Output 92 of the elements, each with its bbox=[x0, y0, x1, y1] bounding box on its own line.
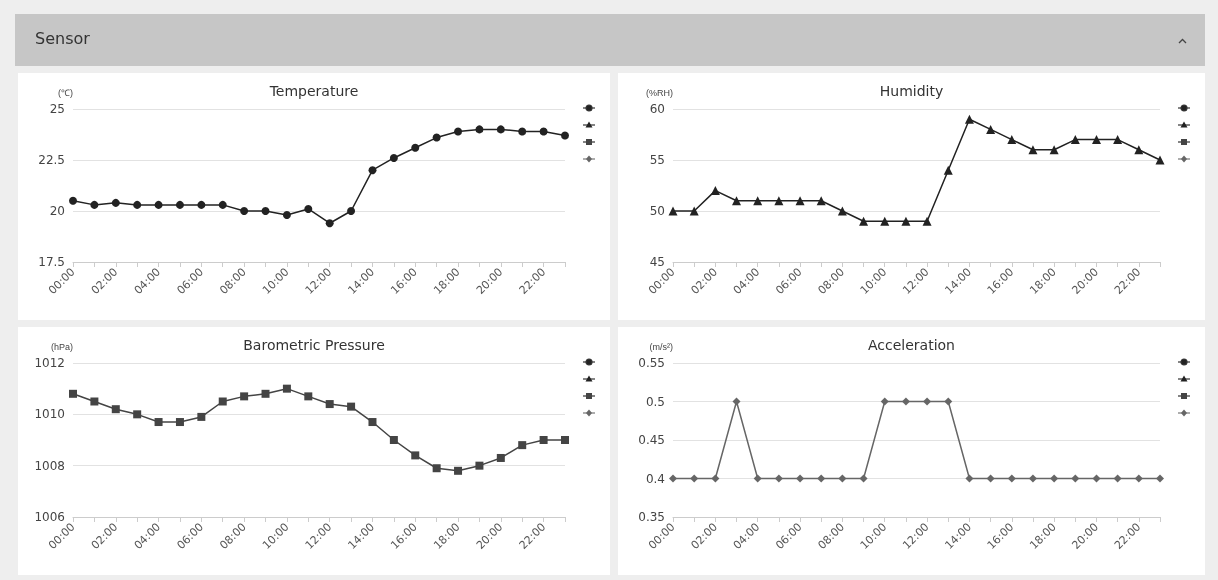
point bbox=[197, 412, 206, 421]
point bbox=[69, 389, 77, 398]
point bbox=[368, 418, 377, 427]
y-tick-label: 0.35 bbox=[638, 510, 665, 524]
point bbox=[240, 392, 249, 401]
y-axis-title: (℃) bbox=[58, 87, 73, 98]
chart-title: Barometric Pressure bbox=[243, 337, 385, 353]
point bbox=[539, 127, 548, 136]
y-tick-label: 55 bbox=[649, 153, 665, 167]
point bbox=[518, 441, 527, 450]
point bbox=[133, 410, 142, 419]
y-tick-label: 0.4 bbox=[645, 471, 665, 486]
point bbox=[1155, 155, 1165, 165]
point bbox=[69, 196, 77, 205]
y-tick-label: 1012 bbox=[34, 356, 65, 370]
point bbox=[411, 143, 420, 152]
point bbox=[347, 402, 356, 411]
point bbox=[218, 397, 227, 406]
text: Sensor bbox=[35, 29, 90, 48]
point bbox=[175, 418, 184, 427]
point bbox=[432, 464, 441, 473]
point bbox=[154, 418, 163, 427]
point bbox=[518, 127, 527, 136]
point bbox=[496, 453, 505, 462]
point bbox=[304, 204, 313, 213]
point bbox=[111, 405, 120, 414]
y-axis-title: (m/s²) bbox=[649, 341, 673, 352]
point bbox=[111, 198, 120, 207]
point bbox=[837, 206, 847, 216]
point bbox=[1028, 145, 1038, 155]
point bbox=[922, 216, 932, 226]
y-tick-label: 0.5 bbox=[645, 394, 665, 409]
point bbox=[389, 153, 398, 162]
point bbox=[561, 131, 569, 140]
point bbox=[389, 436, 398, 444]
point bbox=[282, 211, 291, 220]
y-axis-title: (hPa) bbox=[50, 341, 73, 352]
point bbox=[710, 186, 720, 196]
point bbox=[261, 207, 270, 215]
point bbox=[282, 384, 291, 393]
y-axis-title: (%RH) bbox=[646, 87, 673, 98]
point bbox=[154, 200, 163, 209]
point bbox=[943, 165, 953, 175]
point bbox=[1113, 135, 1123, 145]
point bbox=[901, 216, 911, 226]
y-tick-label: 1006 bbox=[34, 510, 65, 524]
y-tick-label: 45 bbox=[649, 255, 665, 269]
y-tick-label: 1010 bbox=[34, 407, 65, 422]
point bbox=[197, 200, 206, 209]
y-tick-label: 0.55 bbox=[638, 356, 665, 370]
chart-title: Temperature bbox=[268, 83, 359, 99]
y-tick-label: 22.5 bbox=[38, 153, 65, 167]
point bbox=[475, 461, 484, 470]
point bbox=[325, 219, 334, 228]
point bbox=[368, 166, 377, 175]
y-tick-label: 20 bbox=[49, 204, 65, 218]
y-tick-label: 50 bbox=[649, 204, 665, 218]
point bbox=[859, 216, 869, 226]
point bbox=[496, 125, 505, 134]
point bbox=[175, 200, 184, 209]
point bbox=[668, 206, 678, 216]
y-tick-label: 17.5 bbox=[38, 255, 65, 269]
point bbox=[1091, 135, 1101, 145]
point bbox=[325, 400, 334, 409]
point bbox=[90, 397, 99, 406]
point bbox=[689, 206, 699, 216]
point bbox=[432, 133, 441, 142]
point bbox=[240, 207, 249, 215]
chart-title: Acceleration bbox=[868, 337, 955, 353]
point bbox=[964, 114, 974, 124]
point bbox=[347, 207, 356, 215]
point bbox=[411, 451, 420, 460]
y-tick-label: 60 bbox=[649, 102, 665, 116]
point bbox=[133, 200, 142, 209]
point bbox=[986, 124, 996, 134]
y-tick-label: 0.45 bbox=[638, 433, 665, 447]
point bbox=[880, 216, 890, 226]
point bbox=[561, 436, 569, 444]
point bbox=[539, 436, 548, 444]
point bbox=[732, 196, 742, 206]
chart-title: Humidity bbox=[879, 83, 944, 99]
point bbox=[90, 200, 99, 209]
point bbox=[454, 466, 463, 475]
point bbox=[304, 392, 313, 401]
point bbox=[475, 125, 484, 134]
point bbox=[261, 389, 270, 398]
point bbox=[1070, 135, 1080, 145]
point bbox=[454, 127, 463, 136]
y-tick-label: 1008 bbox=[34, 458, 65, 473]
y-tick-label: 25 bbox=[49, 102, 65, 116]
point bbox=[218, 200, 227, 209]
point bbox=[795, 196, 805, 206]
